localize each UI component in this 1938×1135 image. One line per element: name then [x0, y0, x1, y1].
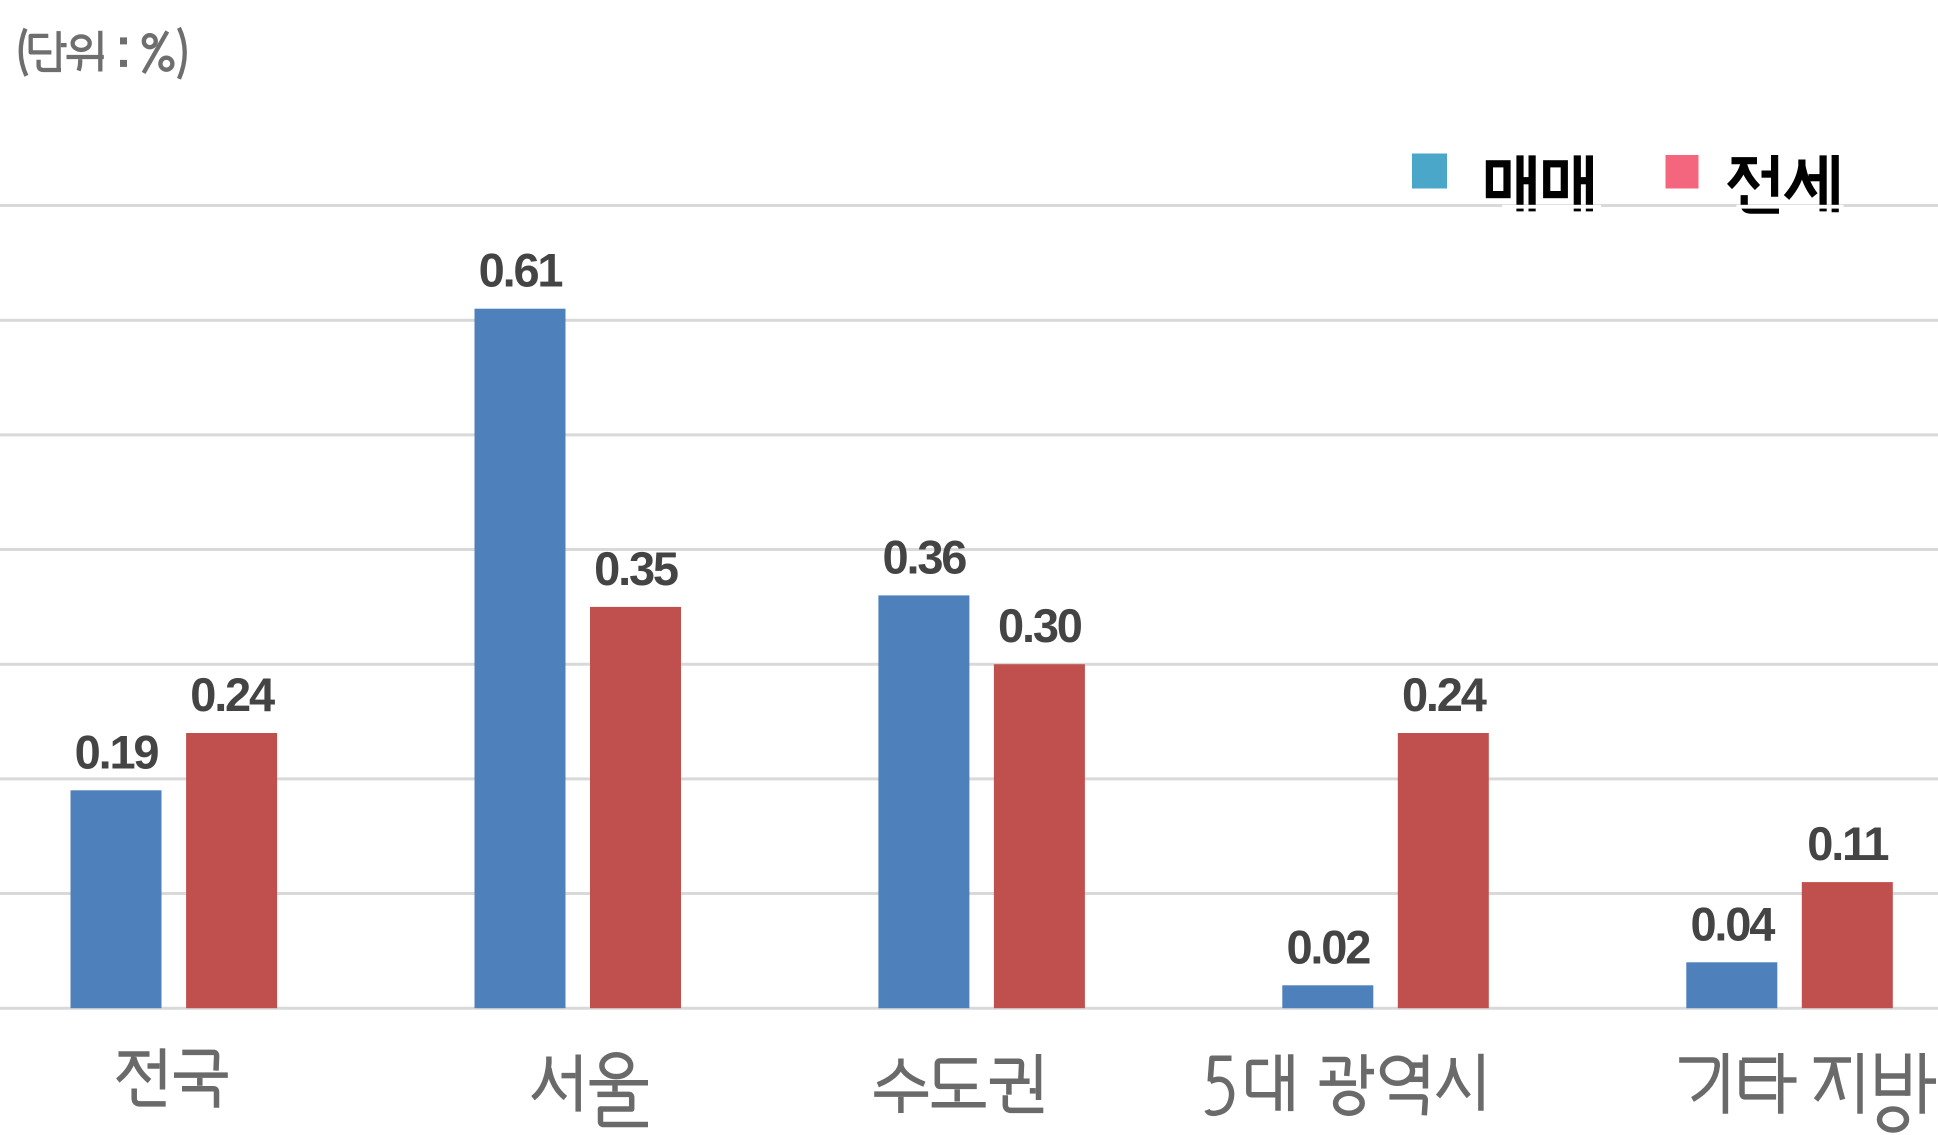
- svg-text:0.35: 0.35: [594, 542, 678, 595]
- svg-text:0.36: 0.36: [883, 530, 967, 583]
- svg-text:0.24: 0.24: [190, 668, 275, 721]
- svg-text:0.11: 0.11: [1807, 817, 1888, 870]
- svg-text:0.24: 0.24: [1402, 668, 1487, 721]
- svg-text:0.30: 0.30: [998, 599, 1082, 652]
- svg-text:0.19: 0.19: [75, 725, 159, 778]
- svg-text:0.04: 0.04: [1690, 897, 1775, 950]
- svg-text:0.61: 0.61: [479, 244, 563, 297]
- svg-text:0.02: 0.02: [1286, 920, 1370, 973]
